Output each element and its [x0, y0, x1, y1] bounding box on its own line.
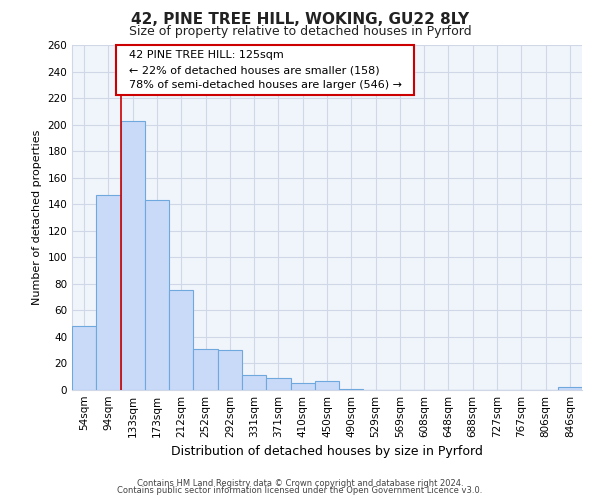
Bar [145, 200, 169, 390]
Bar [121, 120, 145, 390]
Bar [193, 349, 218, 390]
Bar [242, 376, 266, 390]
Text: 42 PINE TREE HILL: 125sqm
  ← 22% of detached houses are smaller (158)
  78% of : 42 PINE TREE HILL: 125sqm ← 22% of detac… [122, 50, 409, 90]
Bar [558, 388, 582, 390]
X-axis label: Distribution of detached houses by size in Pyrford: Distribution of detached houses by size … [171, 446, 483, 458]
Bar [266, 378, 290, 390]
Text: Size of property relative to detached houses in Pyrford: Size of property relative to detached ho… [128, 25, 472, 38]
Bar [315, 380, 339, 390]
Text: 42, PINE TREE HILL, WOKING, GU22 8LY: 42, PINE TREE HILL, WOKING, GU22 8LY [131, 12, 469, 28]
Text: Contains public sector information licensed under the Open Government Licence v3: Contains public sector information licen… [118, 486, 482, 495]
Bar [218, 350, 242, 390]
Y-axis label: Number of detached properties: Number of detached properties [32, 130, 42, 305]
Bar [72, 326, 96, 390]
Bar [169, 290, 193, 390]
Text: Contains HM Land Registry data © Crown copyright and database right 2024.: Contains HM Land Registry data © Crown c… [137, 478, 463, 488]
Bar [96, 195, 121, 390]
Bar [290, 384, 315, 390]
Bar [339, 388, 364, 390]
